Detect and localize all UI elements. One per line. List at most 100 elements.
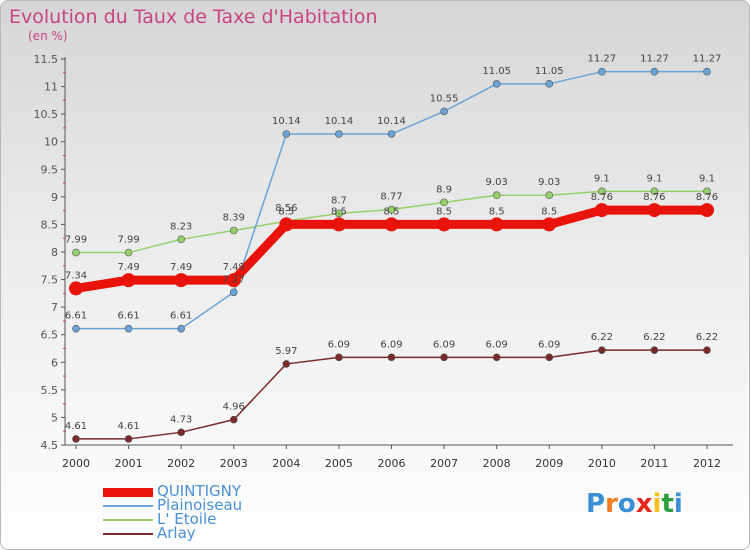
data-point — [440, 107, 448, 116]
data-label: 8.76 — [591, 192, 613, 203]
data-point — [335, 130, 343, 138]
data-label: 4.61 — [117, 421, 139, 432]
data-label: 8.77 — [380, 192, 402, 203]
data-point — [177, 324, 185, 333]
data-point — [124, 324, 133, 333]
data-label: 6.09 — [486, 339, 508, 350]
data-label: 8.7 — [331, 195, 347, 206]
data-point — [647, 203, 662, 218]
data-point — [492, 80, 501, 88]
data-label: 8.5 — [436, 206, 452, 217]
data-label: 6.22 — [591, 332, 613, 343]
x-tick-label: 2011 — [640, 457, 668, 470]
data-label: 7.49 — [170, 262, 192, 273]
legend-swatch-arlay — [103, 533, 153, 535]
chart-title: Evolution du Taux de Taxe d'Habitation — [9, 6, 378, 28]
data-point — [124, 435, 133, 443]
data-label: 6.09 — [380, 339, 402, 350]
data-label: 8.23 — [170, 221, 192, 232]
x-tick-label: 2004 — [272, 457, 300, 470]
y-tick-label: 6.5 — [41, 329, 59, 342]
data-point — [545, 353, 554, 362]
data-point — [282, 360, 291, 368]
data-point — [229, 226, 238, 235]
logo-letter: i — [673, 489, 683, 519]
y-tick-label: 8.5 — [41, 218, 59, 231]
series-line-arlay — [75, 349, 708, 440]
data-point — [598, 67, 606, 76]
x-tick-label: 2002 — [167, 457, 195, 470]
x-tick-label: 2007 — [430, 457, 458, 470]
data-label: 6.61 — [65, 311, 87, 322]
y-tick-label: 11 — [44, 81, 58, 94]
data-label: 8.9 — [436, 184, 452, 195]
y-tick-label: 10.5 — [34, 108, 59, 121]
data-label: 8.5 — [384, 206, 400, 217]
legend-label-quintigny: QUINTIGNY — [157, 482, 242, 500]
data-point — [650, 346, 659, 354]
data-label: 8.76 — [696, 192, 718, 203]
legend-swatch-etoile — [103, 519, 153, 521]
y-tick-label: 10 — [44, 136, 58, 149]
logo-letter: o — [617, 489, 636, 519]
y-tick-label: 5 — [51, 411, 58, 424]
data-label: 6.09 — [538, 339, 560, 350]
data-label: 8.5 — [331, 206, 347, 217]
x-tick-label: 2008 — [483, 457, 511, 470]
data-point — [177, 428, 185, 437]
x-tick-label: 2012 — [693, 457, 721, 470]
logo-letter: P — [586, 489, 606, 519]
data-label: 11.27 — [693, 54, 722, 65]
data-label: 4.73 — [170, 414, 192, 425]
data-label: 4.61 — [65, 421, 87, 432]
data-point — [650, 187, 659, 196]
legend-swatch-quintigny — [103, 488, 153, 497]
logo-letter: x — [635, 489, 653, 519]
data-label: 6.09 — [433, 339, 455, 350]
data-label: 7.99 — [65, 235, 87, 246]
data-label: 6.22 — [643, 332, 665, 343]
data-point — [384, 217, 399, 232]
x-tick-label: 2003 — [220, 457, 248, 470]
data-label: 10.55 — [430, 93, 459, 104]
data-point — [69, 281, 83, 296]
legend-label-arlay: Arlay — [157, 524, 196, 542]
data-point — [700, 203, 714, 218]
logo-letter: t — [661, 489, 674, 519]
data-point — [594, 203, 609, 218]
data-point — [703, 346, 711, 354]
logo-letter: r — [605, 489, 618, 519]
data-label: 10.14 — [377, 116, 406, 127]
data-point — [387, 353, 396, 362]
data-label: 6.09 — [328, 339, 350, 350]
data-point — [174, 273, 189, 288]
x-tick-label: 2009 — [535, 457, 563, 470]
data-label: 8.5 — [541, 206, 557, 217]
logo-letter: i — [652, 489, 662, 519]
data-point — [703, 187, 711, 196]
data-point — [545, 191, 554, 200]
legend-label-plainoiseau: Plainoiseau — [157, 496, 243, 514]
y-tick-label: 7 — [51, 301, 58, 314]
data-label: 11.05 — [535, 66, 564, 77]
data-point — [703, 67, 711, 76]
x-tick-label: 2001 — [115, 457, 143, 470]
data-point — [598, 346, 606, 354]
data-label: 7.99 — [117, 235, 139, 246]
data-point — [598, 187, 606, 196]
proxiti-logo: Proxiti — [586, 489, 683, 519]
data-label: 6.61 — [117, 311, 139, 322]
y-tick-label: 6 — [51, 356, 58, 369]
data-point — [72, 435, 80, 443]
data-point — [387, 130, 396, 138]
data-point — [229, 415, 238, 424]
data-point — [121, 273, 136, 288]
x-tick-label: 2010 — [588, 457, 616, 470]
data-point — [492, 191, 501, 200]
legend-label-etoile: L' Etoile — [157, 510, 217, 528]
data-label: 8.5 — [278, 206, 294, 217]
data-point — [72, 324, 80, 333]
data-label: 9.1 — [699, 173, 715, 184]
